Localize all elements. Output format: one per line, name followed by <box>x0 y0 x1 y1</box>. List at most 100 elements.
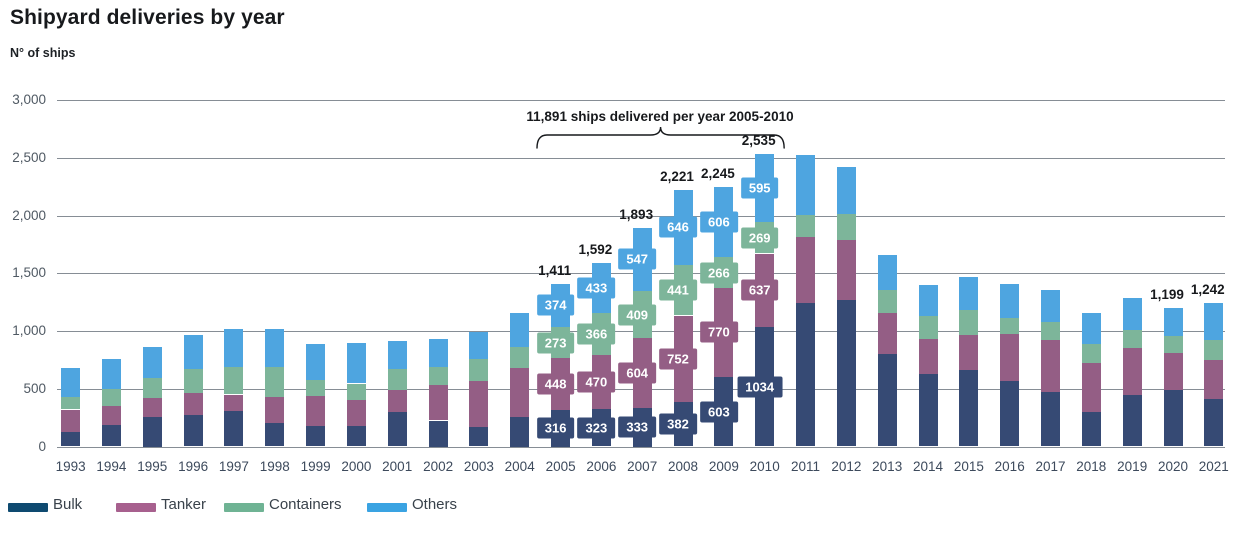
tanker-bar-segment <box>346 399 366 427</box>
containers-bar-segment <box>836 214 856 241</box>
others-bar-segment <box>510 312 530 348</box>
annotation-brace <box>536 126 785 149</box>
containers-bar-segment <box>959 310 979 335</box>
segment-value-label: 382 <box>659 413 697 435</box>
legend-swatch-others <box>367 503 407 512</box>
tanker-bar-segment <box>1204 360 1224 400</box>
x-axis-year-label: 1995 <box>137 459 168 474</box>
containers-bar-segment <box>428 366 448 386</box>
x-axis-year-label: 2013 <box>872 459 903 474</box>
others-bar-segment <box>1081 312 1101 345</box>
bulk-bar-segment <box>469 427 489 447</box>
others-bar-segment <box>877 254 897 290</box>
x-axis-year-label: 2021 <box>1198 459 1229 474</box>
x-axis-year-label: 2009 <box>708 459 739 474</box>
others-bar-segment <box>959 277 979 311</box>
containers-bar-segment <box>1204 339 1224 360</box>
containers-bar-segment <box>61 396 81 410</box>
x-axis-year-label: 2006 <box>586 459 617 474</box>
bulk-bar-segment <box>1041 391 1060 447</box>
tanker-bar-segment <box>469 381 489 428</box>
segment-value-label: 323 <box>577 417 616 439</box>
others-bar-segment <box>1041 290 1060 322</box>
containers-bar-segment <box>1000 317 1020 334</box>
tanker-bar-segment <box>101 406 121 425</box>
bar-total-label: 2,221 <box>660 169 694 184</box>
legend-label: Tanker <box>161 496 207 513</box>
tanker-bar-segment <box>1000 333 1020 381</box>
bar-total-label: 1,411 <box>538 262 572 278</box>
segment-value-label: 333 <box>618 416 657 438</box>
others-bar-segment <box>1163 308 1183 337</box>
containers-bar-segment <box>183 369 203 393</box>
containers-bar-segment <box>1041 321 1060 341</box>
bulk-bar-segment <box>959 370 979 447</box>
x-axis-year-label: 2004 <box>504 459 535 474</box>
bulk-bar-segment <box>1081 411 1101 447</box>
others-bar-segment <box>142 347 162 378</box>
tanker-bar-segment <box>796 237 815 303</box>
tanker-bar-segment <box>510 368 530 417</box>
segment-value-label: 547 <box>618 248 657 270</box>
segment-value-label: 1034 <box>737 376 783 398</box>
x-axis-year-label: 2018 <box>1076 459 1107 474</box>
x-axis-year-label: 2020 <box>1157 459 1189 474</box>
segment-value-label: 646 <box>659 216 697 238</box>
bulk-bar-segment <box>1122 395 1142 447</box>
others-bar-segment <box>1204 303 1224 340</box>
bulk-bar-segment <box>877 354 897 447</box>
segment-value-label: 266 <box>700 262 738 284</box>
others-bar-segment <box>346 343 366 384</box>
y-axis-tick-label: 3,000 <box>12 92 46 107</box>
bulk-bar-segment <box>510 416 530 447</box>
tanker-bar-segment <box>387 389 407 412</box>
others-bar-segment <box>1000 283 1020 318</box>
segment-value-label: 366 <box>577 323 616 345</box>
x-axis-year-label: 2014 <box>912 459 944 474</box>
bulk-bar-segment <box>1000 380 1020 447</box>
x-axis-year-label: 2005 <box>545 459 576 474</box>
segment-value-label: 470 <box>577 371 616 393</box>
segment-value-label: 448 <box>536 373 575 395</box>
annotation-text: 11,891 ships delivered per year 2005-201… <box>526 109 794 124</box>
bulk-bar-segment <box>918 374 938 447</box>
segment-value-label: 316 <box>536 417 575 439</box>
bulk-bar-segment <box>61 432 81 447</box>
tanker-bar-segment <box>142 398 162 417</box>
segment-value-label: 603 <box>700 401 738 423</box>
tanker-bar-segment <box>428 385 448 421</box>
x-axis-year-label: 2003 <box>463 459 494 474</box>
segment-value-label: 595 <box>740 177 779 199</box>
bulk-bar-segment <box>101 424 121 447</box>
x-axis-year-label: 2000 <box>341 459 372 474</box>
others-bar-segment <box>265 329 285 368</box>
y-axis-tick-label: 1,000 <box>12 323 46 338</box>
others-bar-segment <box>387 340 407 370</box>
x-axis-year-label: 2015 <box>953 459 984 474</box>
chart-title: Shipyard deliveries by year <box>10 6 285 29</box>
tanker-bar-segment <box>877 313 897 355</box>
containers-bar-segment <box>469 359 489 382</box>
segment-value-label: 269 <box>740 227 779 249</box>
segment-value-label: 441 <box>659 279 697 301</box>
tanker-bar-segment <box>1041 340 1060 392</box>
x-axis-year-label: 2016 <box>994 459 1025 474</box>
x-axis-year-label: 2010 <box>749 459 780 474</box>
tanker-bar-segment <box>836 240 856 300</box>
legend: Bulk Tanker Containers Others <box>0 495 1237 525</box>
bulk-bar-segment <box>1204 399 1224 447</box>
others-bar-segment <box>224 328 244 367</box>
segment-value-label: 752 <box>659 348 697 370</box>
bar-total-label: 2,535 <box>741 132 776 148</box>
gridline <box>57 157 1225 159</box>
containers-bar-segment <box>306 380 326 396</box>
bar-total-label: 2,245 <box>700 166 735 182</box>
segment-value-label: 273 <box>536 332 575 353</box>
tanker-bar-segment <box>306 395 326 426</box>
bulk-bar-segment <box>183 415 203 447</box>
segment-value-label: 637 <box>740 279 779 301</box>
y-axis-tick-label: 500 <box>23 380 46 396</box>
legend-swatch-tanker <box>116 503 156 512</box>
gridline <box>57 446 1225 448</box>
